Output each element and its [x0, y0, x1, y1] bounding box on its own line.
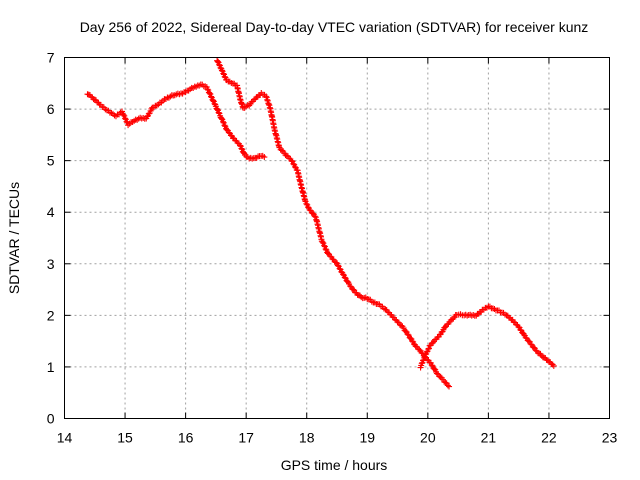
- data-point: [216, 61, 223, 68]
- data-point: [220, 70, 227, 77]
- y-tick-label: 4: [47, 204, 55, 220]
- data-point: [418, 360, 425, 367]
- series-track-b: [214, 57, 453, 390]
- data-point: [182, 89, 189, 96]
- data-point: [444, 382, 451, 389]
- data-point: [122, 115, 129, 122]
- data-point: [416, 346, 423, 353]
- data-point: [341, 274, 348, 281]
- data-point: [221, 73, 228, 80]
- y-tick-label: 6: [47, 101, 55, 117]
- data-point: [321, 242, 328, 249]
- data-point: [446, 383, 453, 390]
- data-point: [290, 160, 297, 167]
- y-axis-label: SDTVAR / TECUs: [6, 182, 22, 294]
- data-point: [120, 111, 127, 118]
- x-tick-label: 23: [602, 430, 618, 446]
- data-point: [214, 106, 221, 113]
- data-point: [214, 58, 221, 65]
- data-point: [549, 361, 556, 368]
- data-point: [292, 163, 299, 170]
- data-point: [550, 362, 557, 369]
- data-point: [196, 82, 203, 89]
- series: [84, 57, 557, 390]
- grid: [64, 57, 610, 419]
- data-point: [404, 331, 411, 338]
- x-tick-label: 21: [481, 430, 497, 446]
- x-tick-label: 20: [420, 430, 436, 446]
- data-point: [431, 365, 438, 372]
- y-tick-label: 5: [47, 153, 55, 169]
- y-tick-label: 7: [47, 50, 55, 66]
- data-point: [428, 362, 435, 369]
- data-point: [470, 311, 477, 318]
- data-point: [421, 354, 428, 361]
- x-tick-label: 19: [359, 430, 375, 446]
- data-point: [311, 213, 318, 220]
- data-point: [261, 154, 268, 161]
- data-point: [402, 328, 409, 335]
- data-point: [425, 346, 432, 353]
- data-point: [215, 109, 222, 116]
- data-point: [208, 93, 215, 100]
- x-tick-label: 14: [57, 430, 73, 446]
- y-tick-label: 0: [47, 411, 55, 427]
- data-point: [288, 157, 295, 164]
- data-point: [303, 200, 310, 207]
- data-point: [204, 86, 211, 93]
- data-point: [237, 142, 244, 149]
- data-point: [336, 265, 343, 272]
- data-point: [210, 97, 217, 104]
- data-point: [340, 271, 347, 278]
- data-point: [422, 351, 429, 358]
- data-point: [238, 145, 245, 152]
- data-point: [206, 90, 213, 97]
- data-point: [218, 115, 225, 122]
- data-point: [220, 118, 227, 125]
- x-axis-label: GPS time / hours: [281, 457, 388, 473]
- x-tick-label: 22: [541, 430, 557, 446]
- x-tick-label: 17: [238, 430, 254, 446]
- data-point: [334, 262, 341, 269]
- plot-frame: [64, 57, 610, 419]
- data-point: [419, 357, 426, 364]
- x-tick-label: 15: [117, 430, 133, 446]
- data-point: [221, 122, 228, 129]
- x-tick-label: 16: [178, 430, 194, 446]
- data-point: [322, 246, 329, 253]
- series-track-c: [417, 303, 557, 371]
- data-point: [218, 67, 225, 74]
- data-point: [423, 348, 430, 355]
- y-tick-label: 1: [47, 359, 55, 375]
- data-point: [319, 239, 326, 246]
- y-tick-label: 3: [47, 256, 55, 272]
- series-track-a: [84, 81, 268, 162]
- y-tick-label: 2: [47, 307, 55, 323]
- data-point: [425, 345, 432, 352]
- x-tick-label: 18: [299, 430, 315, 446]
- chart-title: Day 256 of 2022, Sidereal Day-to-day VTE…: [80, 19, 589, 35]
